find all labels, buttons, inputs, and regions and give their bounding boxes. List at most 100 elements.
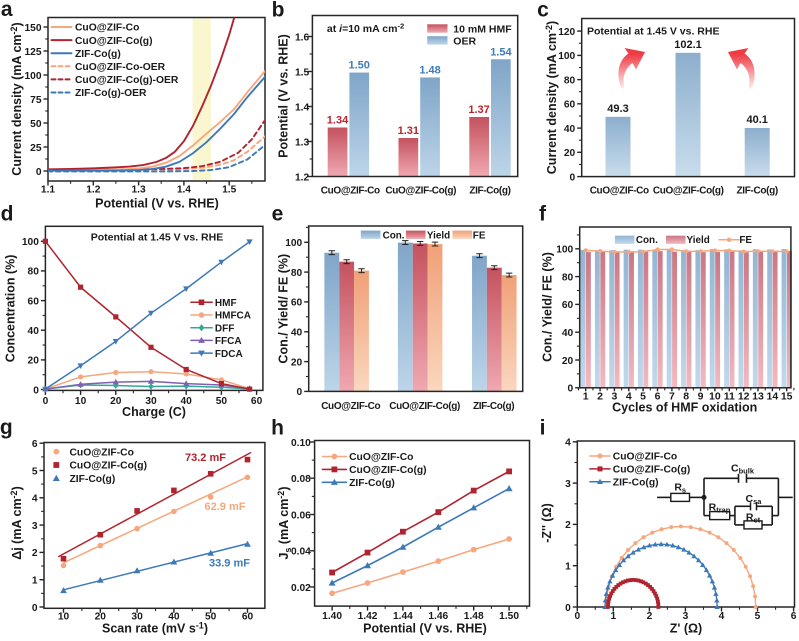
svg-text:Yield: Yield [687, 235, 710, 246]
svg-text:2: 2 [647, 611, 653, 622]
svg-text:1: 1 [610, 611, 616, 622]
svg-text:1.1: 1.1 [41, 185, 55, 196]
svg-text:ZIF-Co(g)-OER: ZIF-Co(g)-OER [75, 88, 147, 99]
svg-text:g: g [0, 416, 13, 439]
svg-text:100: 100 [25, 71, 42, 82]
svg-text:1.31: 1.31 [398, 125, 419, 137]
svg-text:62.9 mF: 62.9 mF [205, 501, 246, 513]
svg-text:10: 10 [58, 612, 70, 623]
svg-text:a: a [1, 0, 13, 21]
svg-text:1.2: 1.2 [86, 185, 100, 196]
svg-text:3: 3 [611, 391, 617, 403]
svg-text:50: 50 [30, 119, 42, 130]
svg-text:30: 30 [131, 612, 143, 623]
svg-text:10: 10 [709, 391, 721, 403]
svg-text:25: 25 [30, 143, 42, 154]
svg-text:1.4: 1.4 [295, 102, 309, 113]
svg-text:20: 20 [564, 148, 576, 159]
svg-text:6: 6 [791, 611, 797, 622]
svg-text:4: 4 [32, 494, 38, 505]
svg-text:ZIF-Co(g): ZIF-Co(g) [75, 49, 121, 60]
svg-text:20: 20 [95, 612, 107, 623]
svg-text:80: 80 [564, 75, 576, 86]
svg-text:15: 15 [781, 391, 793, 403]
svg-text:Con./ Yield/ FE (%): Con./ Yield/ FE (%) [541, 252, 555, 362]
svg-text:CuO@ZIF-Co(g): CuO@ZIF-Co(g) [75, 36, 153, 47]
svg-text:9: 9 [698, 391, 704, 403]
svg-text:40: 40 [28, 326, 40, 337]
svg-text:ZIF-Co(g): ZIF-Co(g) [469, 185, 510, 196]
svg-text:30: 30 [145, 396, 157, 407]
svg-text:at i=10 mA cm-2: at i=10 mA cm-2 [327, 21, 404, 35]
svg-text:1.2: 1.2 [295, 172, 309, 183]
svg-text:14: 14 [767, 391, 779, 403]
svg-text:5: 5 [755, 611, 761, 622]
svg-text:Js (mA cm-2): Js (mA cm-2) [276, 486, 293, 559]
svg-text:1.3: 1.3 [295, 137, 309, 148]
svg-text:CuO@ZIF-Co: CuO@ZIF-Co [613, 452, 677, 463]
svg-text:FE: FE [473, 230, 486, 241]
svg-text:1.37: 1.37 [468, 104, 489, 116]
svg-text:OER: OER [453, 35, 476, 47]
svg-text:40.1: 40.1 [746, 114, 767, 126]
svg-text:1.6: 1.6 [295, 32, 309, 43]
svg-text:50: 50 [216, 396, 228, 407]
svg-text:Z' (Ω): Z' (Ω) [670, 622, 702, 636]
svg-text:1.50: 1.50 [499, 611, 519, 622]
svg-text:0.02: 0.02 [291, 583, 311, 594]
svg-text:HMF: HMF [215, 298, 237, 309]
svg-text:3: 3 [32, 521, 38, 532]
svg-text:60: 60 [251, 396, 263, 407]
svg-text:1.40: 1.40 [322, 611, 342, 622]
svg-text:12: 12 [738, 391, 750, 403]
svg-text:1.44: 1.44 [393, 611, 413, 622]
svg-text:CuO@ZIF-Co(g): CuO@ZIF-Co(g) [613, 465, 691, 476]
svg-text:0: 0 [568, 384, 574, 395]
svg-text:ZIF-Co(g): ZIF-Co(g) [737, 185, 778, 196]
svg-text:ZIF-Co(g): ZIF-Co(g) [349, 478, 395, 489]
svg-text:5: 5 [640, 391, 646, 403]
svg-text:1.50: 1.50 [348, 60, 369, 72]
svg-text:2: 2 [565, 520, 571, 531]
svg-text:120: 120 [558, 27, 575, 38]
svg-text:60: 60 [242, 612, 254, 623]
svg-text:0: 0 [43, 396, 49, 407]
svg-text:0.04: 0.04 [291, 547, 311, 558]
svg-text:3: 3 [683, 611, 689, 622]
svg-text:2: 2 [597, 391, 603, 403]
svg-text:0.06: 0.06 [291, 510, 311, 521]
svg-text:4: 4 [626, 391, 632, 403]
svg-text:ZIF-Co(g): ZIF-Co(g) [613, 478, 659, 489]
svg-text:8: 8 [683, 391, 689, 403]
svg-text:Rs: Rs [674, 482, 686, 495]
svg-text:1.46: 1.46 [428, 611, 448, 622]
svg-text:60: 60 [28, 296, 40, 307]
svg-text:13: 13 [752, 391, 764, 403]
svg-text:ZIF-Co(g): ZIF-Co(g) [473, 401, 514, 412]
svg-text:CuO@ZIF-Co: CuO@ZIF-Co [349, 452, 413, 463]
svg-text:73.2 mF: 73.2 mF [185, 452, 226, 464]
svg-text:Charge (C): Charge (C) [122, 405, 186, 419]
svg-text:4: 4 [719, 611, 725, 622]
svg-text:75: 75 [30, 95, 42, 106]
svg-text:40: 40 [562, 328, 574, 339]
svg-text:1.48: 1.48 [464, 611, 484, 622]
svg-text:CuO@ZIF-Co(g)-OER: CuO@ZIF-Co(g)-OER [75, 75, 179, 86]
svg-text:0.10: 0.10 [291, 438, 311, 449]
svg-text:100: 100 [558, 51, 575, 62]
svg-text:Con.: Con. [636, 235, 658, 246]
svg-text:1: 1 [565, 562, 571, 573]
svg-text:10 mM HMF: 10 mM HMF [453, 23, 512, 35]
svg-text:100: 100 [22, 237, 39, 248]
svg-text:50: 50 [205, 612, 217, 623]
svg-text:1: 1 [32, 576, 38, 587]
svg-text:10: 10 [75, 396, 87, 407]
svg-text:2: 2 [32, 548, 38, 559]
svg-text:Potential (V vs. RHE): Potential (V vs. RHE) [277, 34, 291, 158]
svg-text:100: 100 [285, 238, 302, 249]
svg-text:60: 60 [562, 300, 574, 311]
svg-text:1.5: 1.5 [222, 185, 236, 196]
svg-text:80: 80 [562, 272, 574, 283]
svg-text:33.9 mF: 33.9 mF [209, 558, 250, 570]
svg-text:FFCA: FFCA [215, 336, 242, 347]
